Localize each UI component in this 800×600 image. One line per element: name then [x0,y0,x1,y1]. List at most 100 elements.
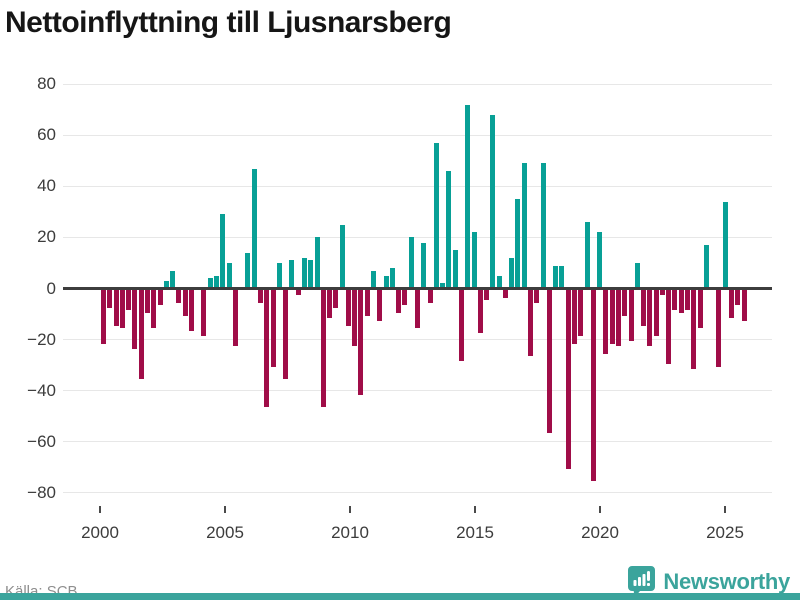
bar [232,290,238,347]
axis-tick [474,506,476,513]
gridline [63,185,772,187]
bar [308,260,314,289]
bar [276,262,282,289]
bar [634,262,640,289]
bar [408,237,414,289]
bar [245,252,251,289]
zero-axis-line [63,287,772,290]
gridline [63,236,772,238]
y-axis-label: −20 [27,329,56,349]
bar [546,290,552,433]
bar [559,265,565,289]
bar [396,290,402,313]
bar [289,260,295,289]
bar [188,290,194,331]
x-axis-label: 2020 [581,523,619,542]
bar [320,290,326,408]
bar [647,290,653,347]
bar [735,290,741,306]
bar [590,290,596,482]
bar [358,290,364,395]
bar [572,290,577,344]
bar [377,290,383,321]
bar [446,171,452,289]
gridline [63,83,772,85]
bar [641,290,647,326]
x-axis-label: 2025 [706,523,744,542]
newsworthy-wordmark: Newsworthy [663,569,790,594]
bar [678,290,684,313]
bar [515,199,521,289]
bar [295,290,301,296]
x-axis-label: 2010 [331,523,369,542]
y-axis-label: −40 [27,380,56,400]
bar [119,290,125,329]
bar [697,290,703,329]
gridline [63,390,772,392]
bar [107,290,113,308]
bar [170,270,176,289]
bar [144,290,150,313]
bar [402,290,408,306]
bar [371,270,377,289]
bar [615,290,621,347]
bar [534,290,540,303]
bar [716,290,722,367]
y-axis-label: 20 [37,227,56,247]
bar [628,290,634,342]
bar [578,290,584,336]
bar [553,265,559,289]
axis-tick [349,506,351,513]
bar [264,290,270,408]
bar [741,290,747,321]
bar [132,290,138,349]
gridline [63,134,772,136]
bar [659,290,665,296]
bar [521,163,527,289]
brand-bottom-bar [0,593,800,600]
chart-title: Nettoinflyttning till Ljusnarsberg [5,6,452,39]
bar [345,290,351,326]
bar [496,275,502,289]
bar [327,290,333,319]
bar [226,262,232,289]
gridline [63,441,772,443]
gridline [63,492,772,494]
bar [182,290,188,316]
bar [151,290,157,329]
y-axis-label: −80 [27,482,56,502]
y-axis-label: −60 [27,431,56,451]
bar [597,232,603,289]
x-axis-label: 2015 [456,523,494,542]
bar [383,275,389,289]
bar [314,237,320,289]
bar [251,168,257,289]
bar [528,290,534,357]
x-axis-label: 2000 [81,523,119,542]
bar [490,114,496,289]
bar [157,290,163,306]
bar [603,290,609,354]
bar [440,283,446,289]
bar [729,290,734,319]
bar [163,280,169,289]
x-axis-label: 2005 [206,523,244,542]
bar [214,275,220,289]
bar [138,290,144,380]
bar [484,290,490,301]
bar [565,290,571,469]
bar [421,242,427,289]
bar [452,250,458,289]
bar [433,143,439,289]
axis-tick [599,506,601,513]
bar [101,290,106,344]
bar [471,232,477,289]
bar [672,290,678,311]
bar [722,201,728,289]
bar [301,257,307,289]
bar [666,290,672,364]
bar [126,290,132,311]
bar [584,222,590,289]
bar [691,290,697,370]
